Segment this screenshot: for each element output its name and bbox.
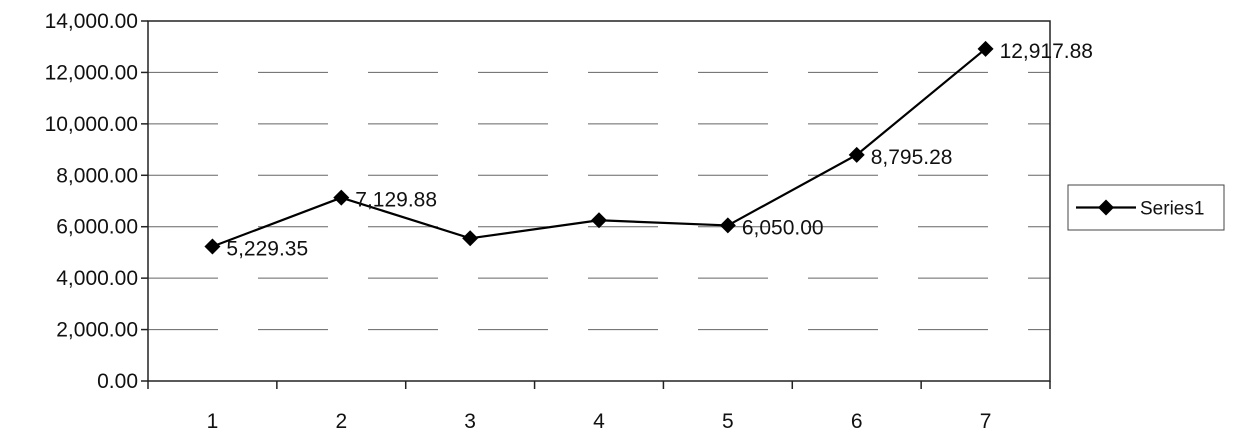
data-label: 5,229.35 [226, 238, 308, 261]
data-label: 7,129.88 [355, 189, 437, 212]
x-tick-label: 1 [207, 410, 219, 433]
y-tick-label: 0.00 [97, 370, 138, 393]
y-tick-label: 8,000.00 [56, 164, 138, 187]
data-point-marker [591, 212, 607, 229]
y-tick-label: 4,000.00 [56, 267, 138, 290]
y-tick-label: 6,000.00 [56, 216, 138, 239]
x-tick-label: 3 [464, 410, 476, 433]
data-point-marker [848, 146, 865, 163]
y-tick-label: 10,000.00 [45, 113, 138, 136]
data-point-marker [462, 230, 479, 247]
plot-area [147, 20, 1051, 382]
data-label: 6,050.00 [742, 216, 824, 239]
y-tick-label: 2,000.00 [56, 319, 138, 342]
x-tick-label: 7 [980, 410, 992, 433]
data-label: 8,795.28 [871, 146, 953, 169]
x-axis-ticks: 1 2 3 4 5 6 7 [207, 410, 992, 433]
y-tick-label: 12,000.00 [45, 61, 138, 84]
data-point-marker [204, 238, 221, 255]
x-tick-label: 2 [335, 410, 347, 433]
series-group [204, 40, 994, 255]
legend-marker [1098, 199, 1114, 216]
y-tick-label: 14,000.00 [45, 10, 138, 33]
data-labels: 5,229.35 7,129.88 6,050.00 8,795.28 12,917.8… [226, 40, 1093, 261]
legend-label: Series1 [1140, 199, 1204, 220]
axes [141, 20, 1051, 389]
data-point-marker [977, 40, 994, 57]
x-tick-label: 6 [851, 410, 863, 433]
x-tick-label: 4 [593, 410, 605, 433]
data-point-marker [719, 217, 736, 234]
legend: Series1 [1067, 184, 1225, 231]
data-label: 12,917.88 [1000, 40, 1093, 63]
data-point-marker [333, 189, 350, 206]
gridlines [148, 71, 1050, 331]
x-tick-label: 5 [722, 410, 734, 433]
y-axis-ticks: 0.00 2,000.00 4,000.00 6,000.00 8,000.00 10,0… [45, 10, 138, 393]
